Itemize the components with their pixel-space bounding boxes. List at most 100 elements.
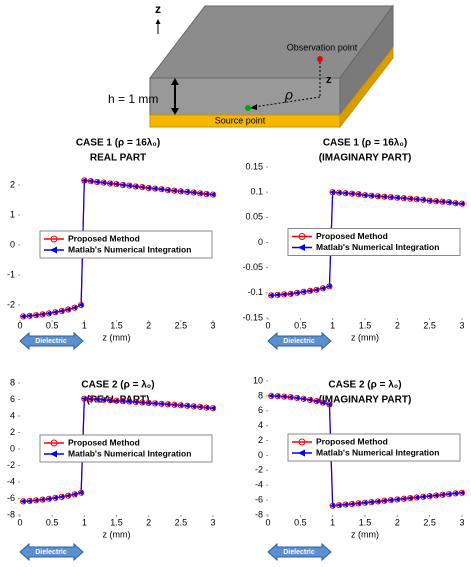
marker	[158, 186, 164, 192]
marker	[119, 182, 125, 188]
x-tick-label: 0	[265, 517, 270, 527]
marker	[355, 191, 361, 197]
y-tick-label: 0.1	[250, 187, 263, 197]
marker	[20, 498, 26, 504]
marker	[119, 398, 125, 404]
marker	[65, 306, 71, 313]
y-tick-label: 10	[253, 375, 263, 385]
dielectric-arrow	[19, 331, 84, 351]
y-tick-label: 2	[258, 435, 263, 445]
marker	[100, 180, 106, 186]
marker	[78, 490, 84, 496]
legend-marker	[298, 449, 305, 457]
marker	[107, 180, 113, 187]
observation-label: Observation point	[287, 42, 358, 52]
y-tick-label: 0	[10, 239, 15, 249]
marker	[126, 183, 132, 189]
marker	[139, 184, 145, 190]
y-tick-label: 4	[258, 420, 263, 430]
marker	[210, 192, 215, 198]
x-tick-label: 1	[330, 517, 335, 527]
marker	[152, 186, 158, 192]
dielectric-label: Dielectric	[283, 338, 315, 345]
y-tick-label: -2	[255, 465, 263, 475]
marker	[171, 188, 177, 194]
marker	[420, 494, 426, 500]
marker	[81, 177, 87, 184]
legend-label: Proposed Method	[68, 233, 140, 243]
y-tick-label: -4	[255, 480, 263, 490]
y-tick-label: 0.05	[245, 212, 263, 222]
marker	[387, 497, 393, 503]
x-tick-label: 3	[210, 320, 215, 330]
marker	[33, 497, 39, 503]
x-tick-label: 0.5	[294, 320, 307, 330]
marker	[39, 311, 45, 317]
marker	[184, 403, 190, 409]
marker	[413, 196, 419, 202]
marker	[300, 396, 306, 402]
marker	[307, 288, 313, 294]
dielectric-label: Dielectric	[35, 549, 67, 556]
marker	[368, 193, 374, 199]
marker	[362, 192, 367, 198]
height-head-top	[171, 78, 179, 85]
legend-label: Proposed Method	[316, 231, 388, 241]
marker	[374, 193, 380, 199]
x-tick-label: 0.5	[46, 517, 59, 527]
marker	[394, 496, 400, 503]
legend-marker	[298, 233, 306, 240]
y-tick-label: 6	[258, 405, 263, 415]
marker	[268, 393, 274, 399]
marker	[177, 188, 183, 194]
marker	[87, 396, 93, 402]
marker	[81, 396, 87, 402]
x-tick-label: 3	[459, 320, 464, 330]
rho-head	[250, 104, 257, 110]
marker	[319, 399, 325, 406]
marker	[164, 187, 170, 193]
rho-dash	[253, 96, 321, 108]
marker	[210, 405, 215, 411]
y-tick-label: -6	[255, 494, 263, 504]
y-tick-label: 0.15	[245, 161, 263, 171]
marker	[426, 493, 432, 499]
marker	[197, 404, 203, 410]
y-tick-label: 0	[258, 237, 263, 247]
marker	[113, 181, 119, 187]
marker	[459, 490, 464, 496]
legend-label: Matlab's Numerical Integration	[68, 448, 191, 458]
y-tick-label: -6	[7, 493, 15, 503]
marker	[294, 290, 300, 296]
z-arrow-head	[155, 19, 161, 24]
y-tick-label: 2	[10, 179, 15, 189]
y-tick-label: -4	[7, 476, 15, 486]
x-tick-label: 1.5	[110, 320, 123, 330]
dielectric-label: Dielectric	[283, 549, 315, 556]
marker	[349, 191, 355, 197]
marker	[307, 397, 313, 403]
marker	[326, 401, 332, 408]
y-tick-label: -2	[7, 460, 15, 470]
marker	[94, 179, 100, 185]
x-tick-label: 1.5	[359, 320, 372, 330]
marker	[87, 178, 93, 184]
marker	[381, 498, 387, 504]
y-tick-label: 8	[258, 390, 263, 400]
legend-box	[39, 230, 213, 259]
marker	[336, 502, 342, 508]
marker	[20, 313, 26, 319]
marker	[381, 194, 387, 200]
marker	[452, 200, 458, 206]
x-axis-label: z (mm)	[351, 529, 379, 539]
y-tick-label: 1	[10, 209, 15, 219]
marker	[413, 494, 419, 501]
x-axis-label: z (mm)	[351, 332, 379, 342]
marker	[164, 401, 170, 407]
x-tick-label: 1.5	[359, 517, 372, 527]
marker	[420, 197, 426, 203]
marker	[326, 283, 332, 289]
height-head-bottom	[171, 108, 179, 115]
legend-marker	[50, 246, 57, 254]
marker	[158, 401, 164, 407]
